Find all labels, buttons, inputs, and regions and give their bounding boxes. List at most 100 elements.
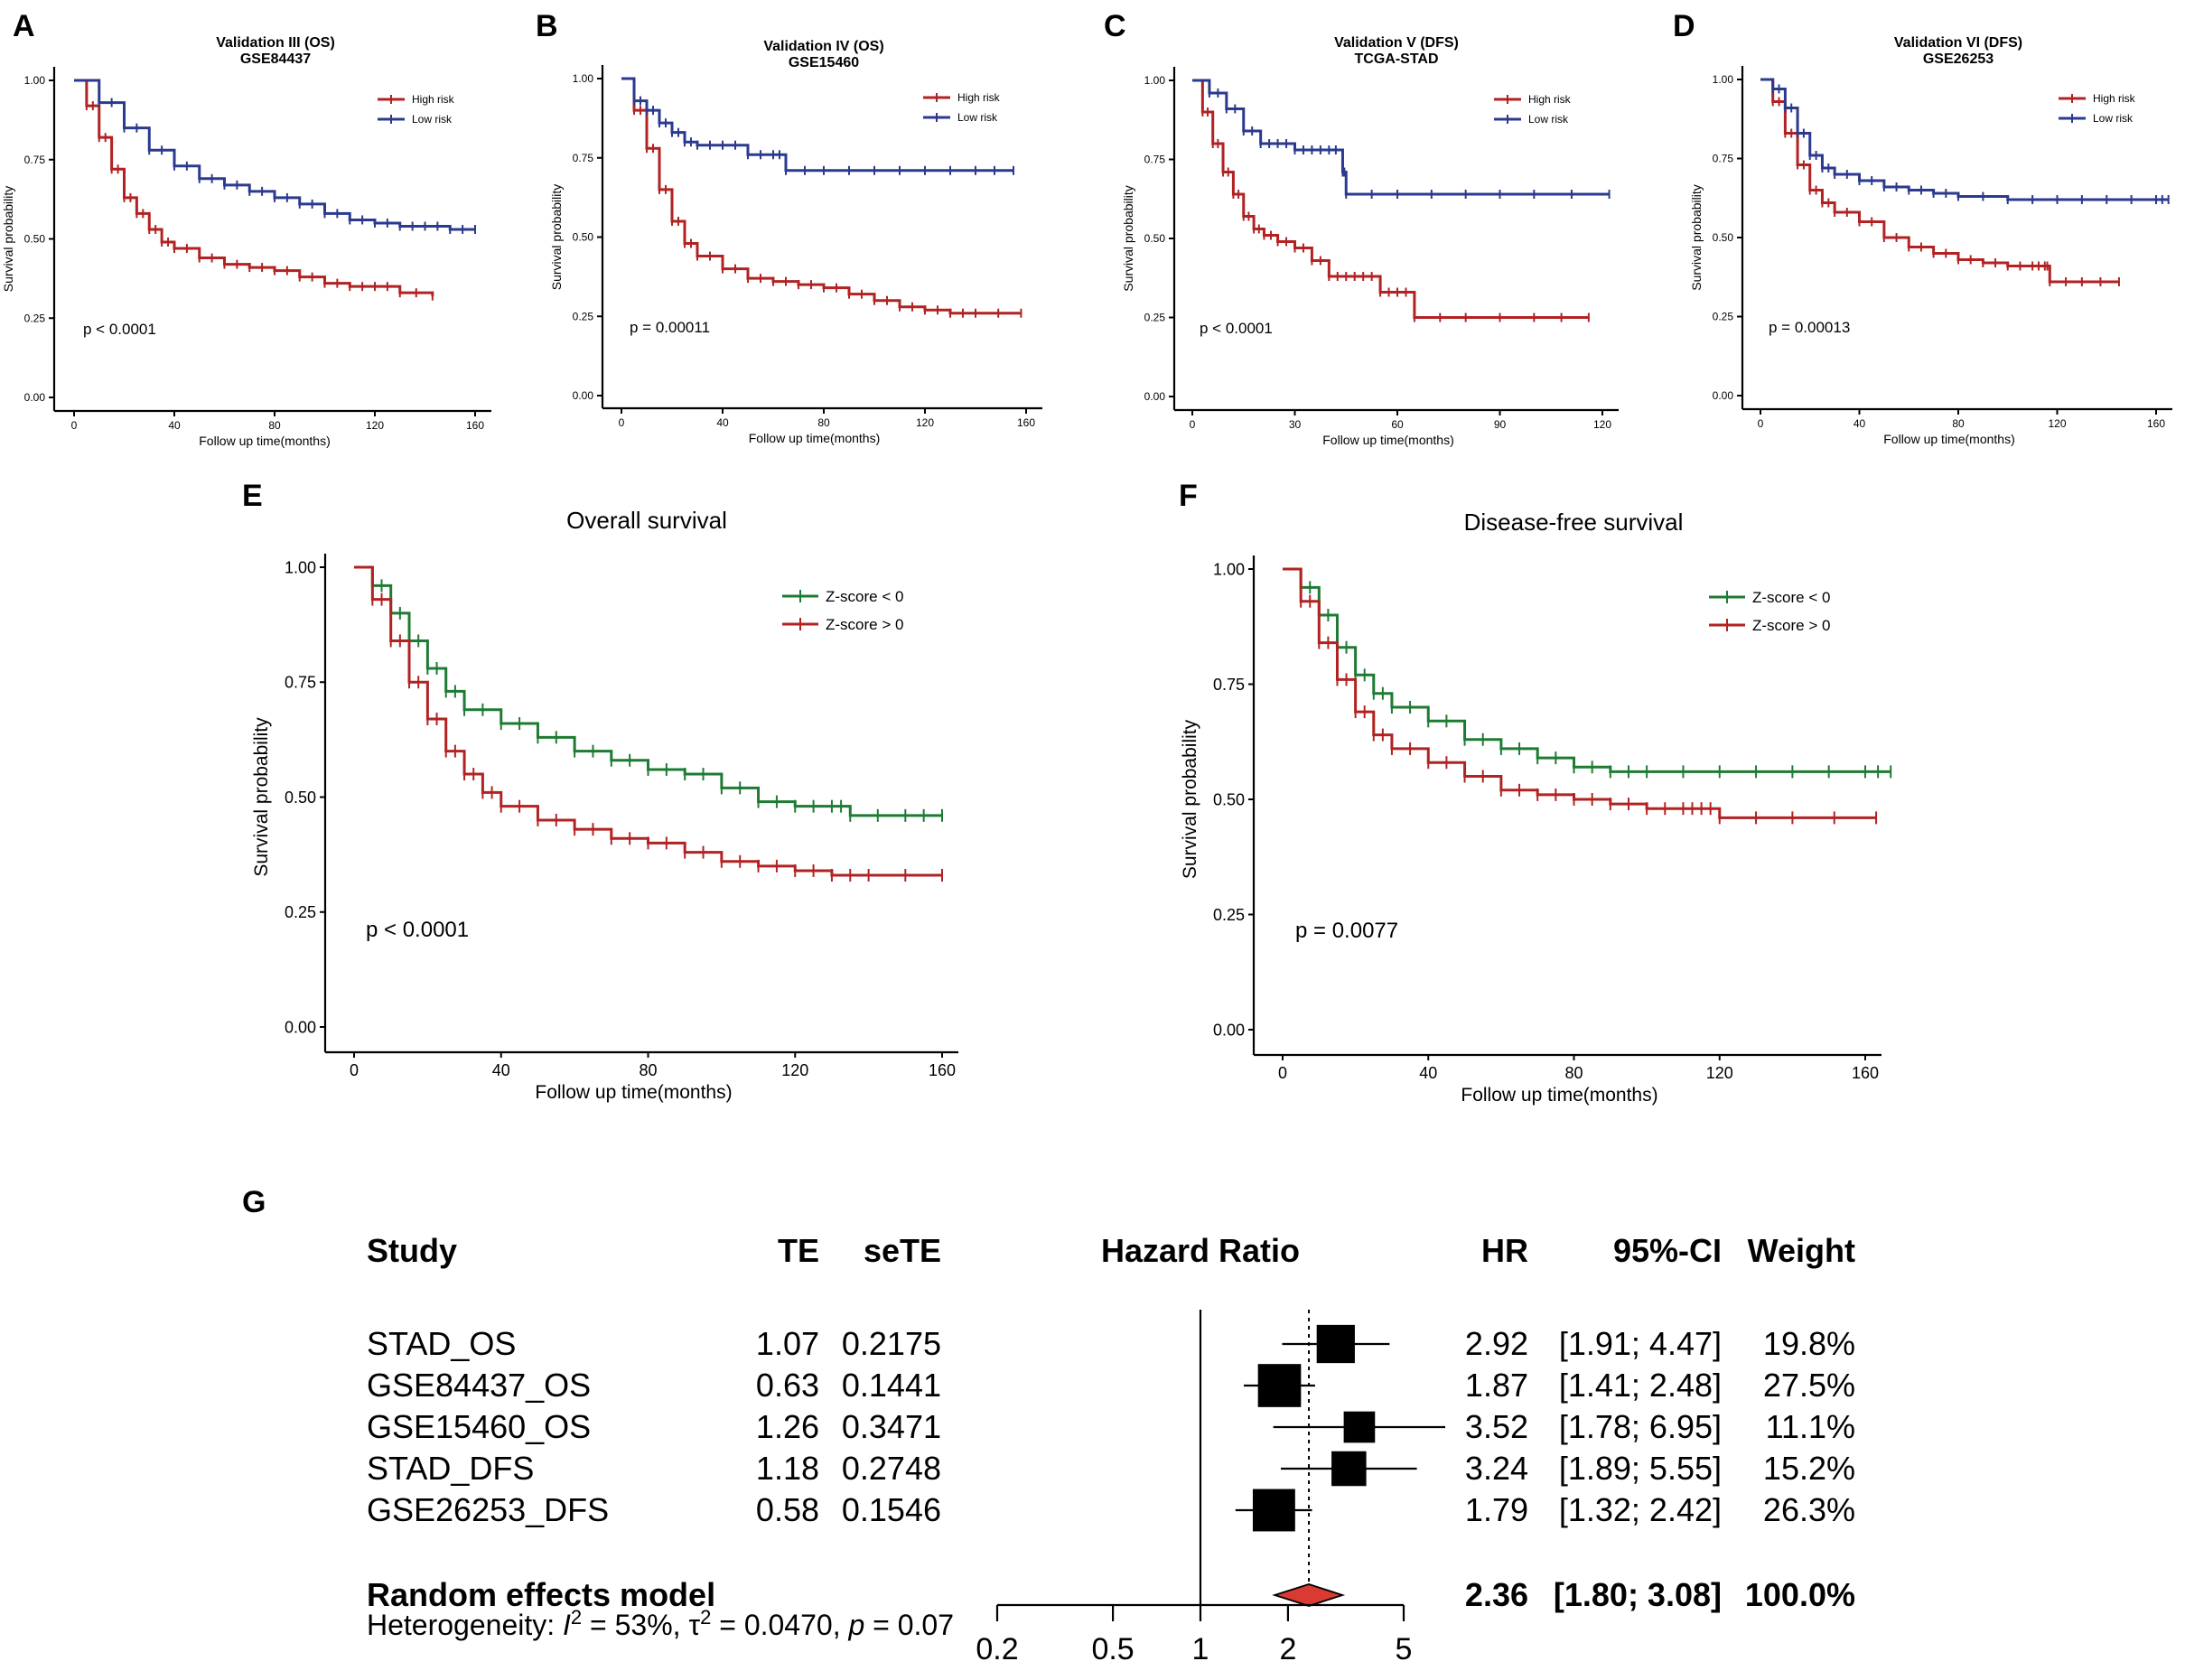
x-tick-label: 0 (619, 416, 625, 429)
p-value-label: p = 0.00013 (1769, 319, 1850, 336)
p-value-label: p < 0.0001 (83, 321, 156, 338)
y-tick-label: 0.25 (573, 310, 594, 322)
study-effect-square (1316, 1324, 1355, 1364)
y-tick-label: 0.50 (285, 789, 316, 807)
study-weight: 15.2% (1763, 1450, 1855, 1487)
pooled-diamond (1272, 1583, 1346, 1607)
heterogeneity-text: Heterogeneity: I2 = 53%, τ2 = 0.0470, p … (367, 1606, 954, 1641)
study-ci: [1.89; 5.55] (1559, 1450, 1722, 1487)
y-axis-label: Survival probability (1180, 719, 1200, 879)
study-name: STAD_DFS (367, 1450, 534, 1487)
study-te: 0.63 (756, 1367, 819, 1404)
legend-label: Low risk (412, 113, 453, 126)
forest-x-tick-label: 0.5 (1091, 1632, 1134, 1666)
y-tick-label: 1.00 (1144, 74, 1166, 87)
chart-title: Validation III (OS) (216, 35, 335, 51)
x-tick-label: 40 (1419, 1064, 1437, 1082)
x-tick-label: 120 (1593, 418, 1611, 431)
panel-d: D Validation VI (DFS)GSE26253 0.00 0.25 0.5… (1673, 9, 2172, 446)
km-curve-high-risk (74, 79, 434, 296)
study-sete: 0.3471 (842, 1408, 941, 1445)
header-te: TE (778, 1232, 819, 1269)
x-tick-label: 120 (366, 419, 384, 432)
x-tick-label: 40 (716, 416, 729, 429)
legend-label: Low risk (2093, 112, 2134, 125)
panel-b: B Validation IV (OS)GSE15460 0.00 0.25 0.50… (536, 9, 1042, 445)
km-plot-b: Validation IV (OS)GSE15460 0.00 0.25 0.50 0.… (549, 39, 1042, 445)
header-sete: seTE (864, 1232, 941, 1269)
chart-subtitle: GSE26253 (1923, 51, 1994, 67)
x-axis-label: Follow up time(months) (749, 431, 881, 445)
p-value-label: p < 0.0001 (366, 918, 469, 942)
pooled-label: Random effects model (367, 1576, 715, 1613)
x-tick-label: 120 (781, 1061, 808, 1079)
forest-x-tick-label: 2 (1279, 1632, 1296, 1666)
header-ci: 95%-CI (1613, 1232, 1722, 1269)
y-tick-label: 0.75 (285, 674, 316, 692)
y-tick-label: 0.00 (573, 389, 594, 402)
x-tick-label: 80 (817, 416, 830, 429)
y-tick-label: 1.00 (1713, 73, 1734, 86)
study-name: STAD_OS (367, 1325, 516, 1362)
y-tick-label: 1.00 (573, 72, 594, 85)
y-tick-label: 0.50 (1144, 232, 1166, 245)
y-tick-label: 0.50 (573, 231, 594, 244)
study-weight: 19.8% (1763, 1325, 1855, 1362)
km-curve-z-score-0 (354, 565, 942, 877)
km-curve-z-score-0 (1283, 567, 1877, 819)
study-sete: 0.2748 (842, 1450, 941, 1487)
x-tick-label: 80 (639, 1061, 657, 1079)
y-tick-label: 0.75 (24, 154, 46, 166)
header-hazard-ratio: Hazard Ratio (1101, 1232, 1300, 1269)
km-plot-a: Validation III (OS)GSE84437 0.00 0.25 0.50 0… (1, 35, 491, 448)
legend-label: Low risk (957, 111, 998, 124)
km-plot-f: Disease-free survival 0.00 0.25 0.50 0.75 1.0… (1180, 509, 1892, 1106)
legend-label: Z-score < 0 (1752, 589, 1830, 606)
heterogeneity-tau-symbol: τ (688, 1609, 700, 1641)
x-tick-label: 40 (492, 1061, 510, 1079)
y-tick-label: 1.00 (285, 558, 316, 576)
x-tick-label: 160 (2147, 417, 2165, 430)
study-ci: [1.91; 4.47] (1559, 1325, 1722, 1362)
chart-title: Overall survival (566, 507, 727, 534)
km-plot-d: Validation VI (DFS)GSE26253 0.00 0.25 0.50 0… (1689, 35, 2172, 446)
legend-label: Z-score > 0 (826, 616, 903, 633)
p-value-label: p < 0.0001 (1200, 320, 1273, 337)
y-tick-label: 0.25 (1213, 906, 1245, 924)
y-tick-label: 0.25 (285, 903, 316, 921)
pooled-weight: 100.0% (1745, 1576, 1855, 1613)
panel-g: G Study TE seTE Hazard Ratio HR 95%-CI WeightS… (242, 1185, 1855, 1666)
chart-subtitle: GSE84437 (240, 51, 311, 67)
heterogeneity-i2-symbol: I (563, 1609, 571, 1641)
y-tick-label: 0.50 (1213, 790, 1245, 808)
panel-label-e: E (242, 479, 263, 513)
y-tick-label: 0.25 (1144, 312, 1166, 324)
km-plot-e: Overall survival 0.00 0.25 0.50 0.75 1.00 0 40 8… (251, 507, 958, 1103)
km-curve-high-risk (1760, 78, 2119, 284)
study-weight: 27.5% (1763, 1367, 1855, 1404)
x-axis-label: Follow up time(months) (1461, 1085, 1657, 1106)
study-weight: 26.3% (1763, 1491, 1855, 1528)
legend-label: High risk (1528, 93, 1572, 106)
panel-label-b: B (536, 9, 558, 43)
study-sete: 0.1441 (842, 1367, 941, 1404)
pooled-hr: 2.36 (1465, 1576, 1528, 1613)
heterogeneity-prefix: Heterogeneity: (367, 1609, 563, 1641)
km-curve-low-risk (621, 77, 1013, 173)
x-tick-label: 160 (1852, 1064, 1879, 1082)
x-tick-label: 0 (1190, 418, 1196, 431)
y-tick-label: 0.00 (1144, 390, 1166, 403)
x-tick-label: 60 (1391, 418, 1404, 431)
study-hr: 1.87 (1465, 1367, 1528, 1404)
y-tick-label: 0.00 (1213, 1021, 1245, 1039)
y-tick-label: 0.75 (573, 152, 594, 164)
panel-f: F Disease-free survival 0.00 0.25 0.50 0.75 1… (1179, 479, 1892, 1106)
forest-x-tick-label: 0.2 (976, 1632, 1018, 1666)
chart-title: Validation V (DFS) (1334, 35, 1459, 51)
x-tick-label: 160 (466, 419, 484, 432)
panel-label-f: F (1179, 479, 1198, 513)
panel-label-g: G (242, 1185, 266, 1219)
pooled-ci: [1.80; 3.08] (1554, 1576, 1722, 1613)
study-te: 1.18 (756, 1450, 819, 1487)
